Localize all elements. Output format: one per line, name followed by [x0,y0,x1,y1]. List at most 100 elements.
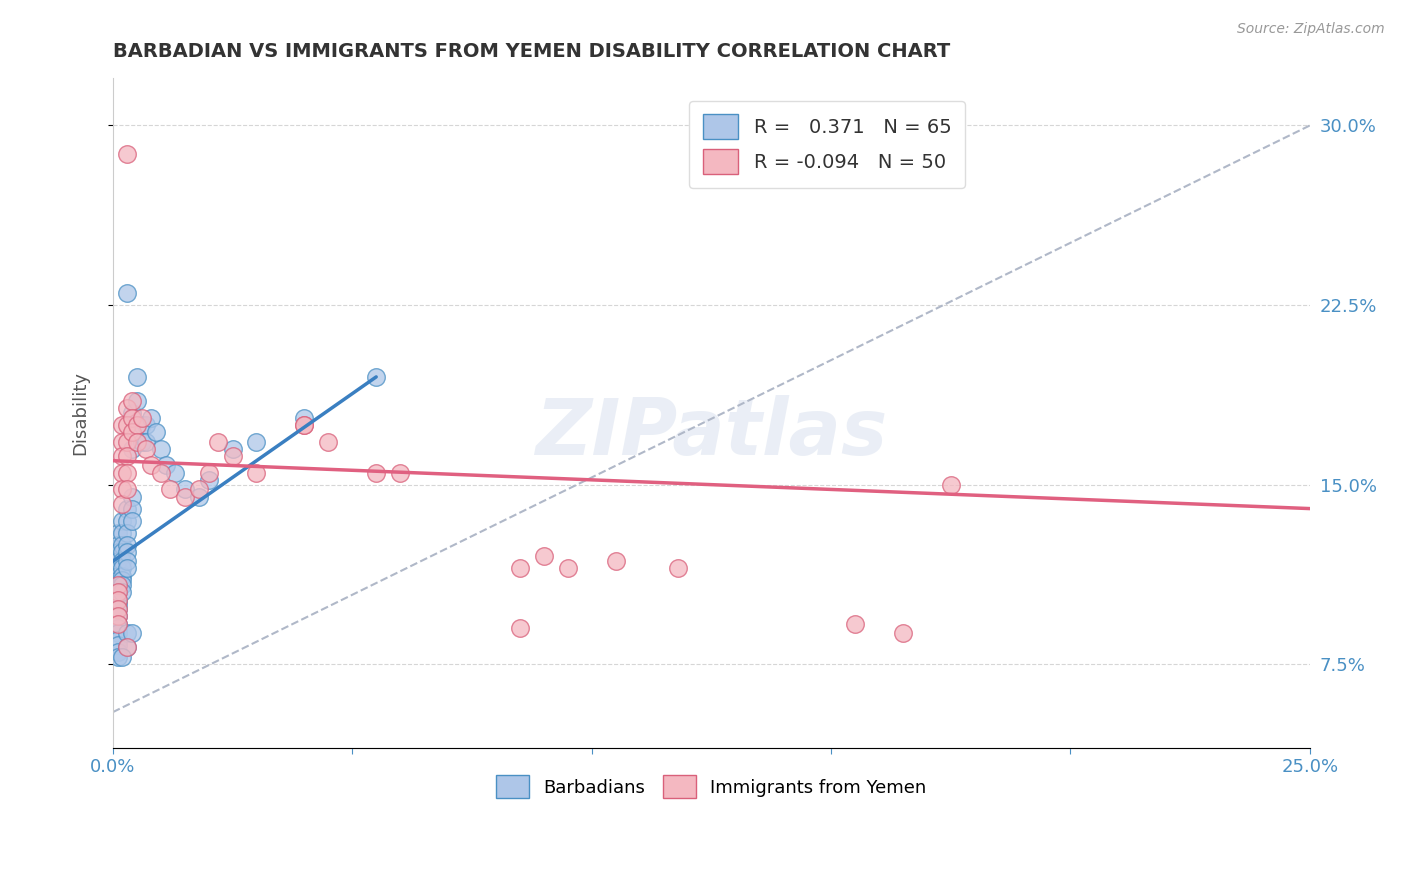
Point [115,640,138,655]
Point [366,370,388,384]
Point [292,417,315,432]
Text: BARBADIAN VS IMMIGRANTS FROM YEMEN DISABILITY CORRELATION CHART: BARBADIAN VS IMMIGRANTS FROM YEMEN DISAB… [112,42,950,61]
Point [141,458,163,473]
Point [107,633,129,648]
Point [115,417,138,432]
Point [155,458,177,473]
Point [107,609,129,624]
Point [111,585,134,599]
Point [131,410,153,425]
Point [111,537,134,551]
Point [115,554,138,568]
Point [111,578,134,592]
Point [366,466,388,480]
Point [121,393,143,408]
Point [245,466,267,480]
Point [107,650,129,665]
Point [107,602,129,616]
Point [111,514,134,528]
Point [115,449,138,463]
Point [107,602,129,616]
Point [509,561,531,575]
Point [135,417,157,432]
Point [149,466,172,480]
Point [111,497,134,511]
Point [115,537,138,551]
Point [173,483,195,497]
Point [533,549,555,564]
Point [107,568,129,582]
Point [115,466,138,480]
Point [107,554,129,568]
Point [121,406,143,420]
Point [107,585,129,599]
Point [115,286,138,301]
Point [121,514,143,528]
Point [111,650,134,665]
Point [389,466,412,480]
Point [509,621,531,635]
Point [221,442,243,456]
Legend: Barbadians, Immigrants from Yemen: Barbadians, Immigrants from Yemen [482,761,941,813]
Point [121,442,143,456]
Point [107,578,129,592]
Point [207,434,229,449]
Point [121,626,143,640]
Point [111,561,134,575]
Point [111,417,134,432]
Point [107,645,129,659]
Point [197,473,219,487]
Point [107,561,129,575]
Point [125,393,148,408]
Point [107,544,129,558]
Point [292,417,315,432]
Point [107,537,129,551]
Text: Source: ZipAtlas.com: Source: ZipAtlas.com [1237,22,1385,37]
Point [141,410,163,425]
Point [131,417,153,432]
Point [115,561,138,575]
Point [107,638,129,652]
Point [111,554,134,568]
Point [107,578,129,592]
Point [115,501,138,516]
Point [125,370,148,384]
Point [197,466,219,480]
Point [292,410,315,425]
Point [125,434,148,449]
Point [939,477,962,491]
Point [115,626,138,640]
Point [111,434,134,449]
Point [107,598,129,612]
Point [107,616,129,631]
Point [115,434,138,449]
Point [107,592,129,607]
Point [605,554,627,568]
Point [115,544,138,558]
Point [221,449,243,463]
Point [107,616,129,631]
Point [107,609,129,624]
Point [115,147,138,161]
Point [115,640,138,655]
Point [111,466,134,480]
Point [115,483,138,497]
Point [159,483,181,497]
Point [165,466,187,480]
Point [107,525,129,540]
Point [318,434,340,449]
Point [107,574,129,588]
Point [111,449,134,463]
Point [121,410,143,425]
Point [115,525,138,540]
Point [145,425,167,439]
Point [149,442,172,456]
Point [666,561,689,575]
Point [107,626,129,640]
Y-axis label: Disability: Disability [72,371,89,455]
Point [135,442,157,456]
Point [125,417,148,432]
Point [115,514,138,528]
Point [557,561,579,575]
Point [107,585,129,599]
